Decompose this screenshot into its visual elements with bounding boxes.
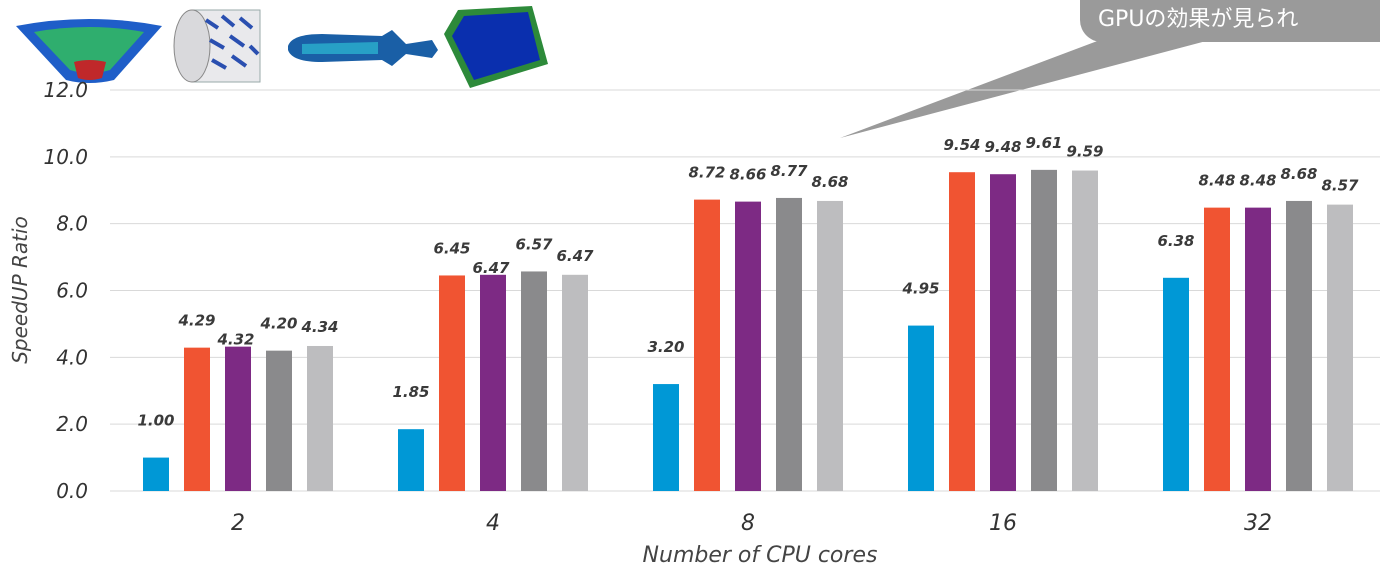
- data-label: 4.95: [901, 280, 939, 298]
- bar: [1163, 277, 1189, 491]
- data-label: 1.85: [392, 383, 429, 401]
- bar: [990, 174, 1016, 491]
- bar: [521, 271, 547, 491]
- cylinder-model-image: [173, 9, 261, 83]
- data-label: 4.32: [216, 331, 254, 349]
- data-label: 8.66: [729, 166, 766, 184]
- y-axis-ticks: 0.0 2.0 4.0 6.0 8.0 10.0 12.0: [43, 78, 88, 503]
- data-label: 3.20: [647, 338, 684, 356]
- data-label: 6.45: [433, 239, 470, 257]
- x-tick-label: 2: [231, 511, 245, 536]
- data-label: 8.77: [770, 162, 808, 180]
- bar: [1286, 200, 1312, 491]
- bar: [653, 384, 679, 491]
- data-label: 8.68: [1280, 165, 1317, 183]
- data-label: 9.59: [1066, 143, 1103, 161]
- bar: [266, 350, 292, 491]
- y-tick-label: 8.0: [56, 212, 88, 236]
- bar: [908, 325, 934, 491]
- x-tick-label: 8: [741, 511, 755, 536]
- data-label: 8.72: [688, 164, 725, 182]
- bar: [225, 346, 251, 491]
- x-axis-ticks: 2 4 8 16 32: [231, 511, 1272, 536]
- data-label: 4.20: [259, 315, 297, 333]
- data-label: 4.34: [300, 318, 338, 336]
- bar: [1204, 207, 1230, 492]
- data-label: 8.57: [1321, 177, 1359, 195]
- y-axis-title: SpeedUP Ratio: [8, 216, 32, 364]
- rocket-model-image: [288, 30, 438, 66]
- data-label: 1.00: [137, 412, 174, 430]
- data-label: 6.38: [1157, 232, 1194, 250]
- y-tick-label: 0.0: [56, 479, 88, 503]
- x-tick-label: 16: [989, 511, 1017, 536]
- x-axis-title: Number of CPU cores: [643, 543, 878, 568]
- fan-sector-model-image: [16, 19, 162, 83]
- data-label: 8.48: [1198, 172, 1235, 190]
- bars: [143, 169, 1353, 492]
- bar: [1072, 170, 1098, 491]
- x-tick-label: 32: [1244, 511, 1272, 536]
- bar: [184, 347, 210, 491]
- bar: [776, 197, 802, 491]
- data-label: 9.54: [943, 136, 980, 154]
- data-label: 8.48: [1239, 172, 1276, 190]
- bar: [1245, 207, 1271, 492]
- bar: [949, 172, 975, 491]
- y-tick-label: 4.0: [56, 345, 88, 369]
- data-label: 6.57: [515, 235, 553, 253]
- y-tick-label: 6.0: [56, 279, 88, 303]
- bar: [143, 457, 169, 491]
- bar: [1327, 204, 1353, 491]
- data-label: 8.68: [811, 173, 848, 191]
- bar: [1031, 169, 1057, 491]
- x-tick-label: 4: [486, 511, 500, 536]
- bar: [562, 274, 588, 491]
- callout-pointer: [840, 40, 1210, 138]
- y-tick-label: 12.0: [43, 78, 88, 102]
- data-label: 9.48: [984, 138, 1021, 156]
- bar: [439, 275, 465, 491]
- y-tick-label: 2.0: [56, 412, 88, 436]
- callout-banner: GPUの効果が見られ: [1080, 0, 1380, 42]
- cube-model-image: [444, 6, 548, 88]
- bar: [307, 345, 333, 491]
- data-labels: 1.004.294.324.20 4.341.856.456.476.576.47…: [137, 134, 1359, 430]
- data-label: 4.29: [177, 312, 215, 330]
- data-label: 6.47: [556, 247, 594, 265]
- bar: [735, 201, 761, 491]
- data-label: 6.47: [472, 259, 510, 277]
- bar: [817, 200, 843, 491]
- bar: [480, 274, 506, 491]
- data-label: 9.61: [1025, 134, 1062, 152]
- y-tick-label: 10.0: [43, 145, 88, 169]
- bar: [398, 429, 424, 491]
- bar: [694, 199, 720, 491]
